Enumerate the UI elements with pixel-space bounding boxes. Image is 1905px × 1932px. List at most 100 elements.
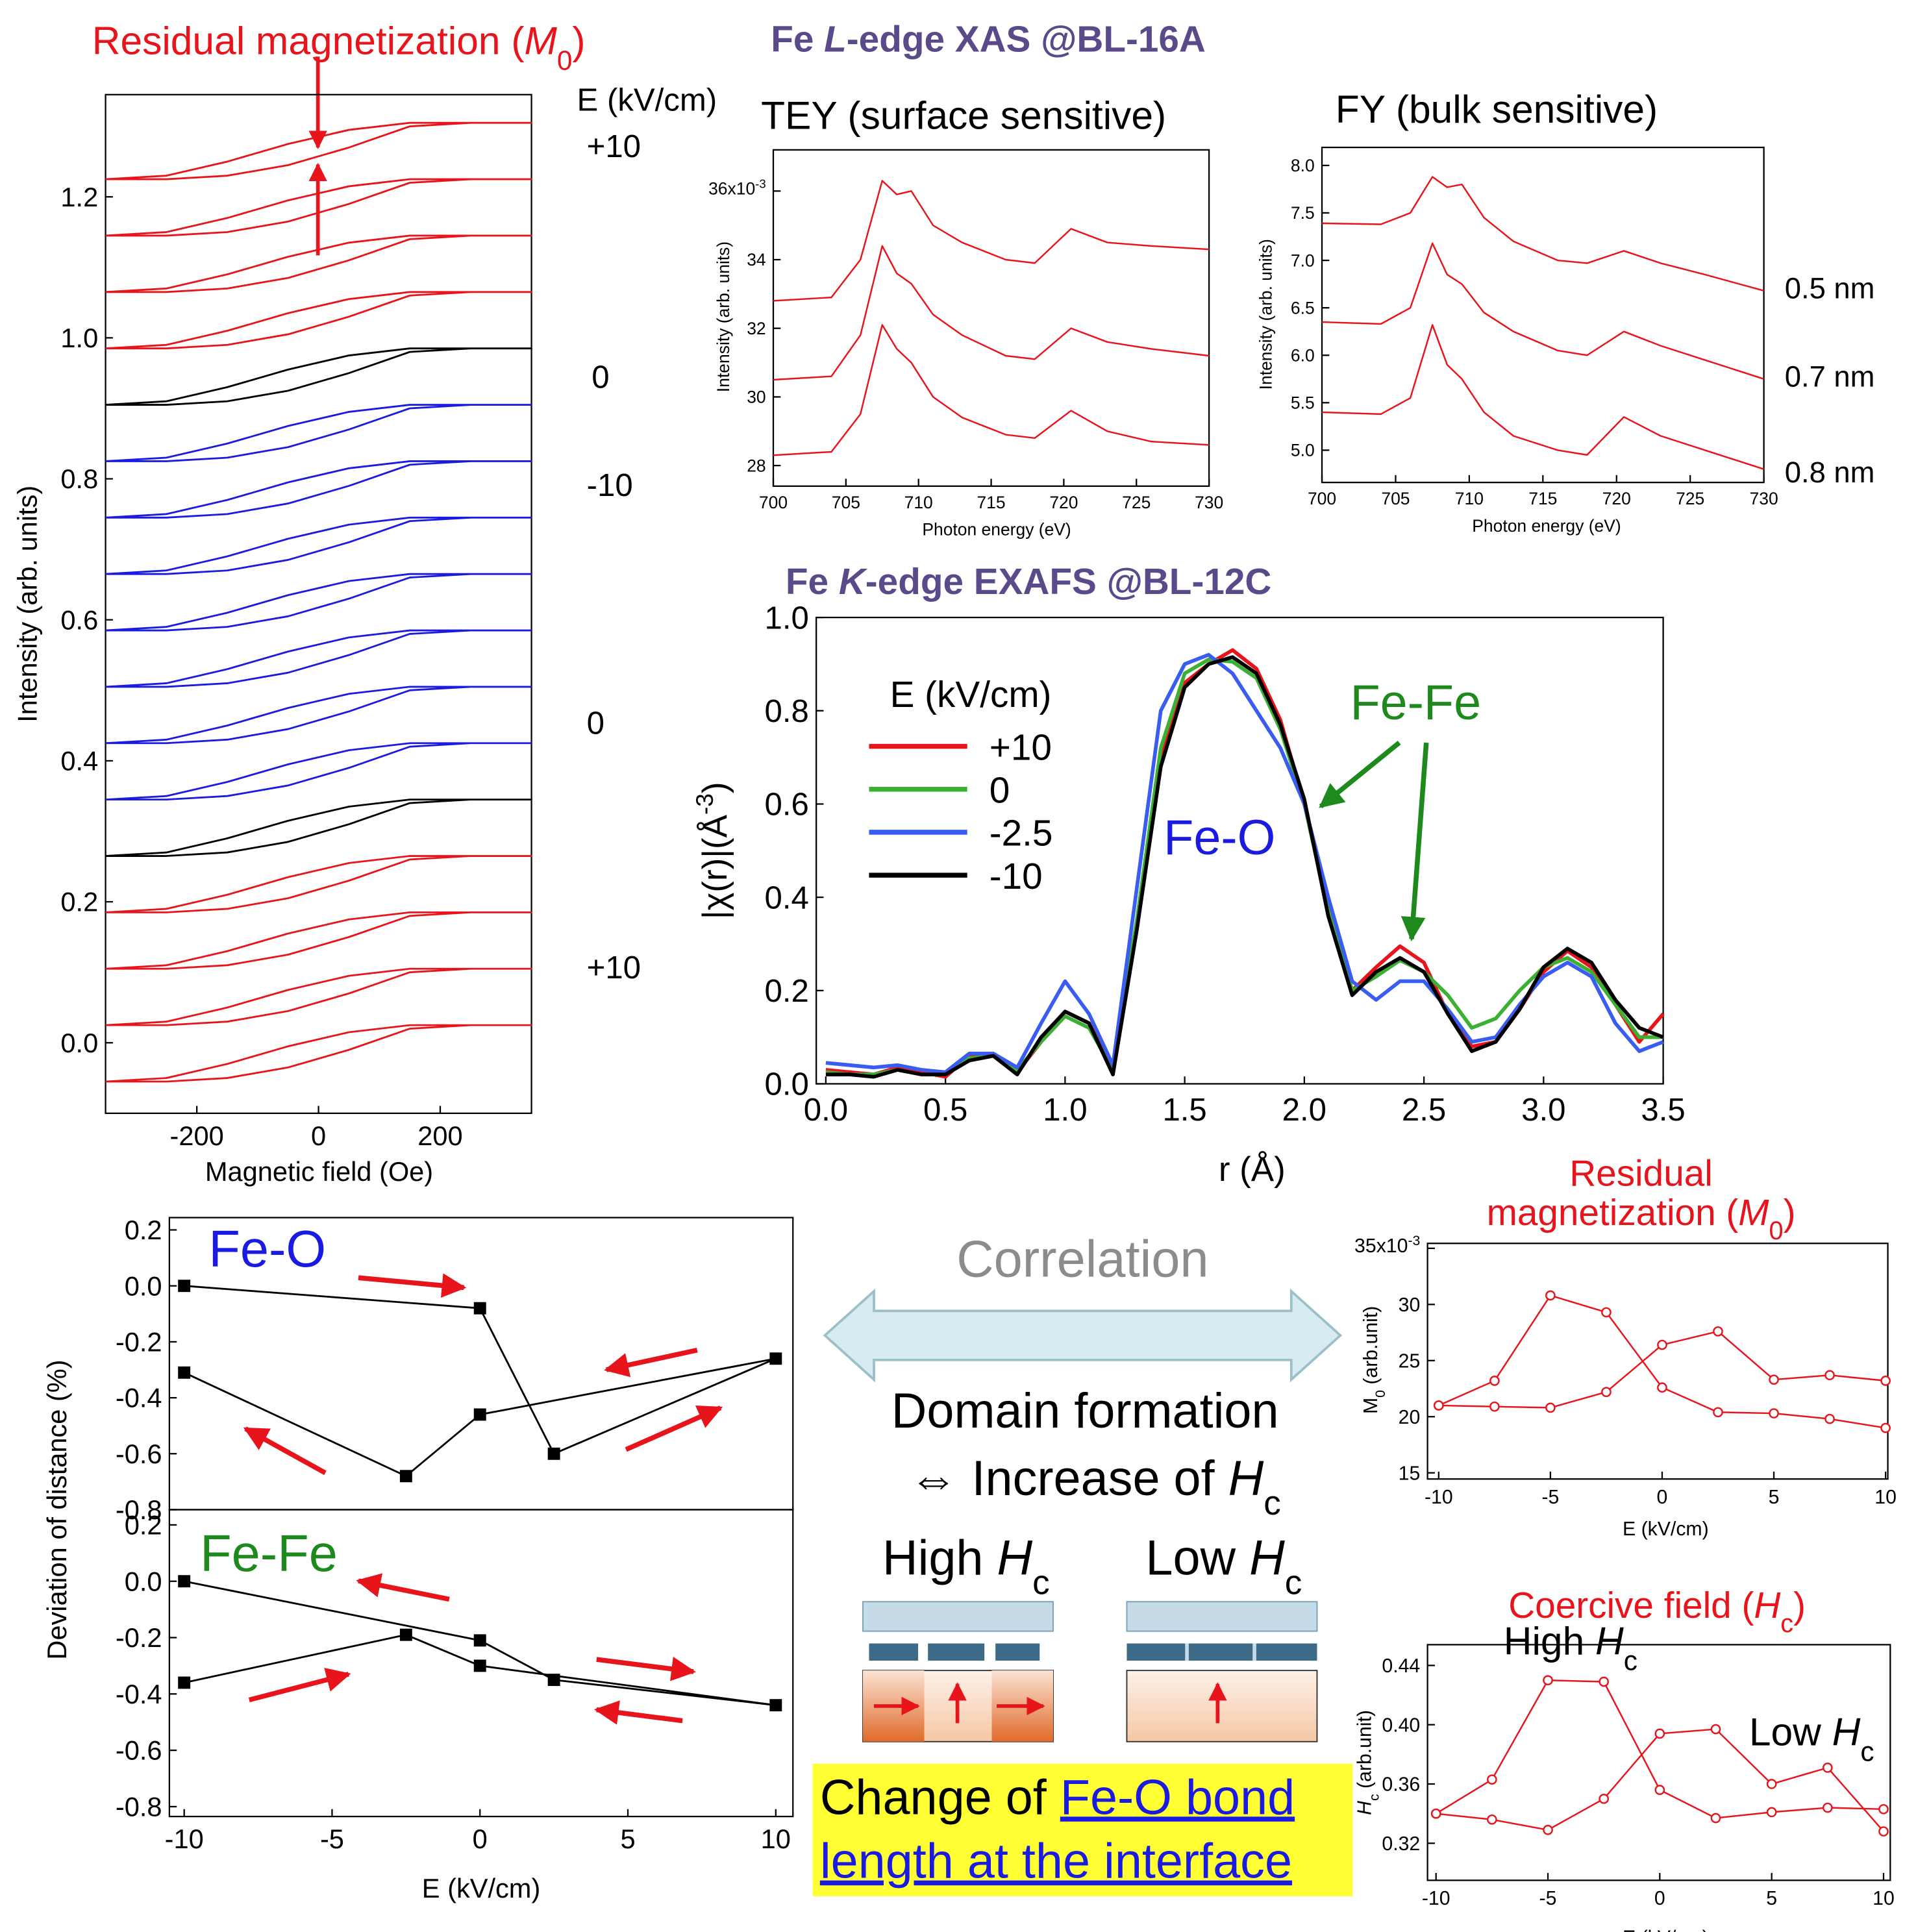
arrows <box>243 1273 723 1725</box>
x-tick-label: 1.5 <box>1162 1093 1206 1128</box>
high-label: High Hc <box>882 1531 1050 1602</box>
text-run: Fe-O bond <box>1060 1770 1295 1825</box>
point <box>1769 1374 1779 1385</box>
point <box>1489 1401 1500 1412</box>
y-tick-label: 0.44 <box>1382 1655 1420 1677</box>
x-tick-label: 725 <box>1676 489 1704 508</box>
y-axis-label: Deviation of distance (%) <box>42 1359 72 1659</box>
text-run: Fe <box>786 562 839 602</box>
point <box>1822 1763 1833 1773</box>
point <box>1880 1376 1891 1386</box>
y-tick-label: 30 <box>747 388 766 407</box>
x-tick-label: 3.0 <box>1521 1093 1565 1128</box>
text-run: ) <box>696 782 734 793</box>
point <box>1601 1307 1612 1318</box>
x-tick-label: 710 <box>1455 489 1484 508</box>
y-tick-label: 0.8 <box>60 464 98 494</box>
y-axis-label: |χ(r)|(Å-3) <box>691 782 734 919</box>
text-run: M <box>524 18 557 62</box>
y-tick-label: 30 <box>1399 1294 1421 1316</box>
y-tick-label: 0.4 <box>765 880 809 915</box>
text-run: -edge XAS @BL-16A <box>847 19 1206 60</box>
plot-frame <box>168 1509 794 1818</box>
text-run: c <box>1780 1609 1793 1638</box>
point <box>1599 1676 1610 1687</box>
x-tick-label: 0 <box>1654 1888 1665 1909</box>
point <box>1543 1675 1553 1686</box>
y-tick-label: 36x10-3 <box>708 177 766 199</box>
plot-frame <box>772 149 1210 487</box>
y-tick-label: 0.8 <box>765 694 809 729</box>
x-tick-label: 2.5 <box>1402 1093 1446 1128</box>
point <box>1766 1807 1777 1818</box>
text-run: c <box>1367 1794 1382 1801</box>
text-run: (arb.unit) <box>1354 1710 1376 1794</box>
y-axis-label: Hc (arb.unit) <box>1354 1710 1382 1815</box>
x-tick-label: 10 <box>761 1824 791 1854</box>
point <box>473 1302 486 1315</box>
chart-subtitle: FY (bulk sensitive) <box>1336 87 1658 131</box>
series-line <box>105 573 532 632</box>
point <box>1433 1400 1444 1411</box>
point <box>1766 1779 1777 1789</box>
text-run: H <box>1228 1452 1264 1506</box>
point <box>1599 1793 1610 1804</box>
y-tick-label: 7.5 <box>1291 203 1315 223</box>
text-run: ) <box>1793 1585 1806 1626</box>
tick-exponent: -3 <box>755 177 766 190</box>
x-tick-label: 720 <box>1602 489 1631 508</box>
text-run: H <box>1354 1801 1376 1815</box>
y-tick-label: 1.0 <box>765 601 809 636</box>
series-line <box>825 655 1664 1079</box>
point <box>1769 1408 1779 1418</box>
text-run: |χ(r)|(Å <box>696 814 734 919</box>
text-run: -3 <box>691 793 718 815</box>
legend-label: -10 <box>990 856 1043 897</box>
chart-title: Fe K-edge EXAFS @BL-12C <box>786 562 1271 602</box>
text-run: High <box>1504 1619 1595 1663</box>
annotation: Low Hc <box>1749 1709 1874 1766</box>
x-tick-label: 3.5 <box>1641 1093 1685 1128</box>
x-tick-label: -10 <box>1425 1487 1453 1508</box>
y-tick-label: 0.32 <box>1382 1833 1420 1855</box>
annotation: 0.8 nm <box>1785 456 1875 489</box>
low-label: Low Hc <box>1145 1531 1302 1602</box>
y-tick-label: -0.4 <box>116 1679 162 1709</box>
annotation: -10 <box>587 468 633 503</box>
point <box>1654 1785 1665 1795</box>
x-axis-label: Photon energy (eV) <box>1472 516 1621 536</box>
x-axis-label: E (kV/cm) <box>422 1873 540 1903</box>
x-tick-label: 700 <box>759 493 788 512</box>
y-tick-label: 0.0 <box>765 1067 809 1102</box>
series-line <box>184 1285 777 1478</box>
chart-title: Residual <box>1569 1153 1713 1194</box>
x-axis-label: r (Å) <box>1219 1150 1286 1189</box>
y-tick-label: 0.6 <box>765 787 809 823</box>
y-tick-label: 5.5 <box>1291 393 1315 413</box>
y-tick-label: 0.0 <box>125 1566 162 1596</box>
text-run: magnetization ( <box>1487 1193 1739 1233</box>
legend-title: E (kV/cm) <box>890 675 1052 715</box>
y-axis-label: Intensity (arb. units) <box>714 242 733 392</box>
point <box>178 1366 191 1379</box>
point <box>1487 1814 1497 1825</box>
y-tick-label: 0.40 <box>1382 1715 1420 1736</box>
point <box>178 1575 191 1588</box>
x-tick-label: 720 <box>1049 493 1078 512</box>
text-run: H <box>1595 1619 1624 1663</box>
x-axis-label: Photon energy (eV) <box>922 519 1071 539</box>
point <box>1601 1387 1612 1398</box>
x-tick-label: 2.0 <box>1282 1093 1326 1128</box>
y-tick-label: -0.8 <box>116 1791 162 1822</box>
text-run: -edge EXAFS @BL-12C <box>865 562 1272 602</box>
y-tick-label: -0.2 <box>116 1326 162 1357</box>
y-tick-label: 34 <box>747 250 766 269</box>
point <box>178 1676 191 1689</box>
series-line <box>773 180 1210 302</box>
domain-text: Domain formation <box>891 1384 1279 1439</box>
series-line <box>105 799 532 857</box>
x-tick-label: 715 <box>1528 489 1557 508</box>
series-line <box>1321 242 1764 380</box>
text-run: H <box>1832 1709 1861 1753</box>
point <box>1657 1382 1667 1393</box>
